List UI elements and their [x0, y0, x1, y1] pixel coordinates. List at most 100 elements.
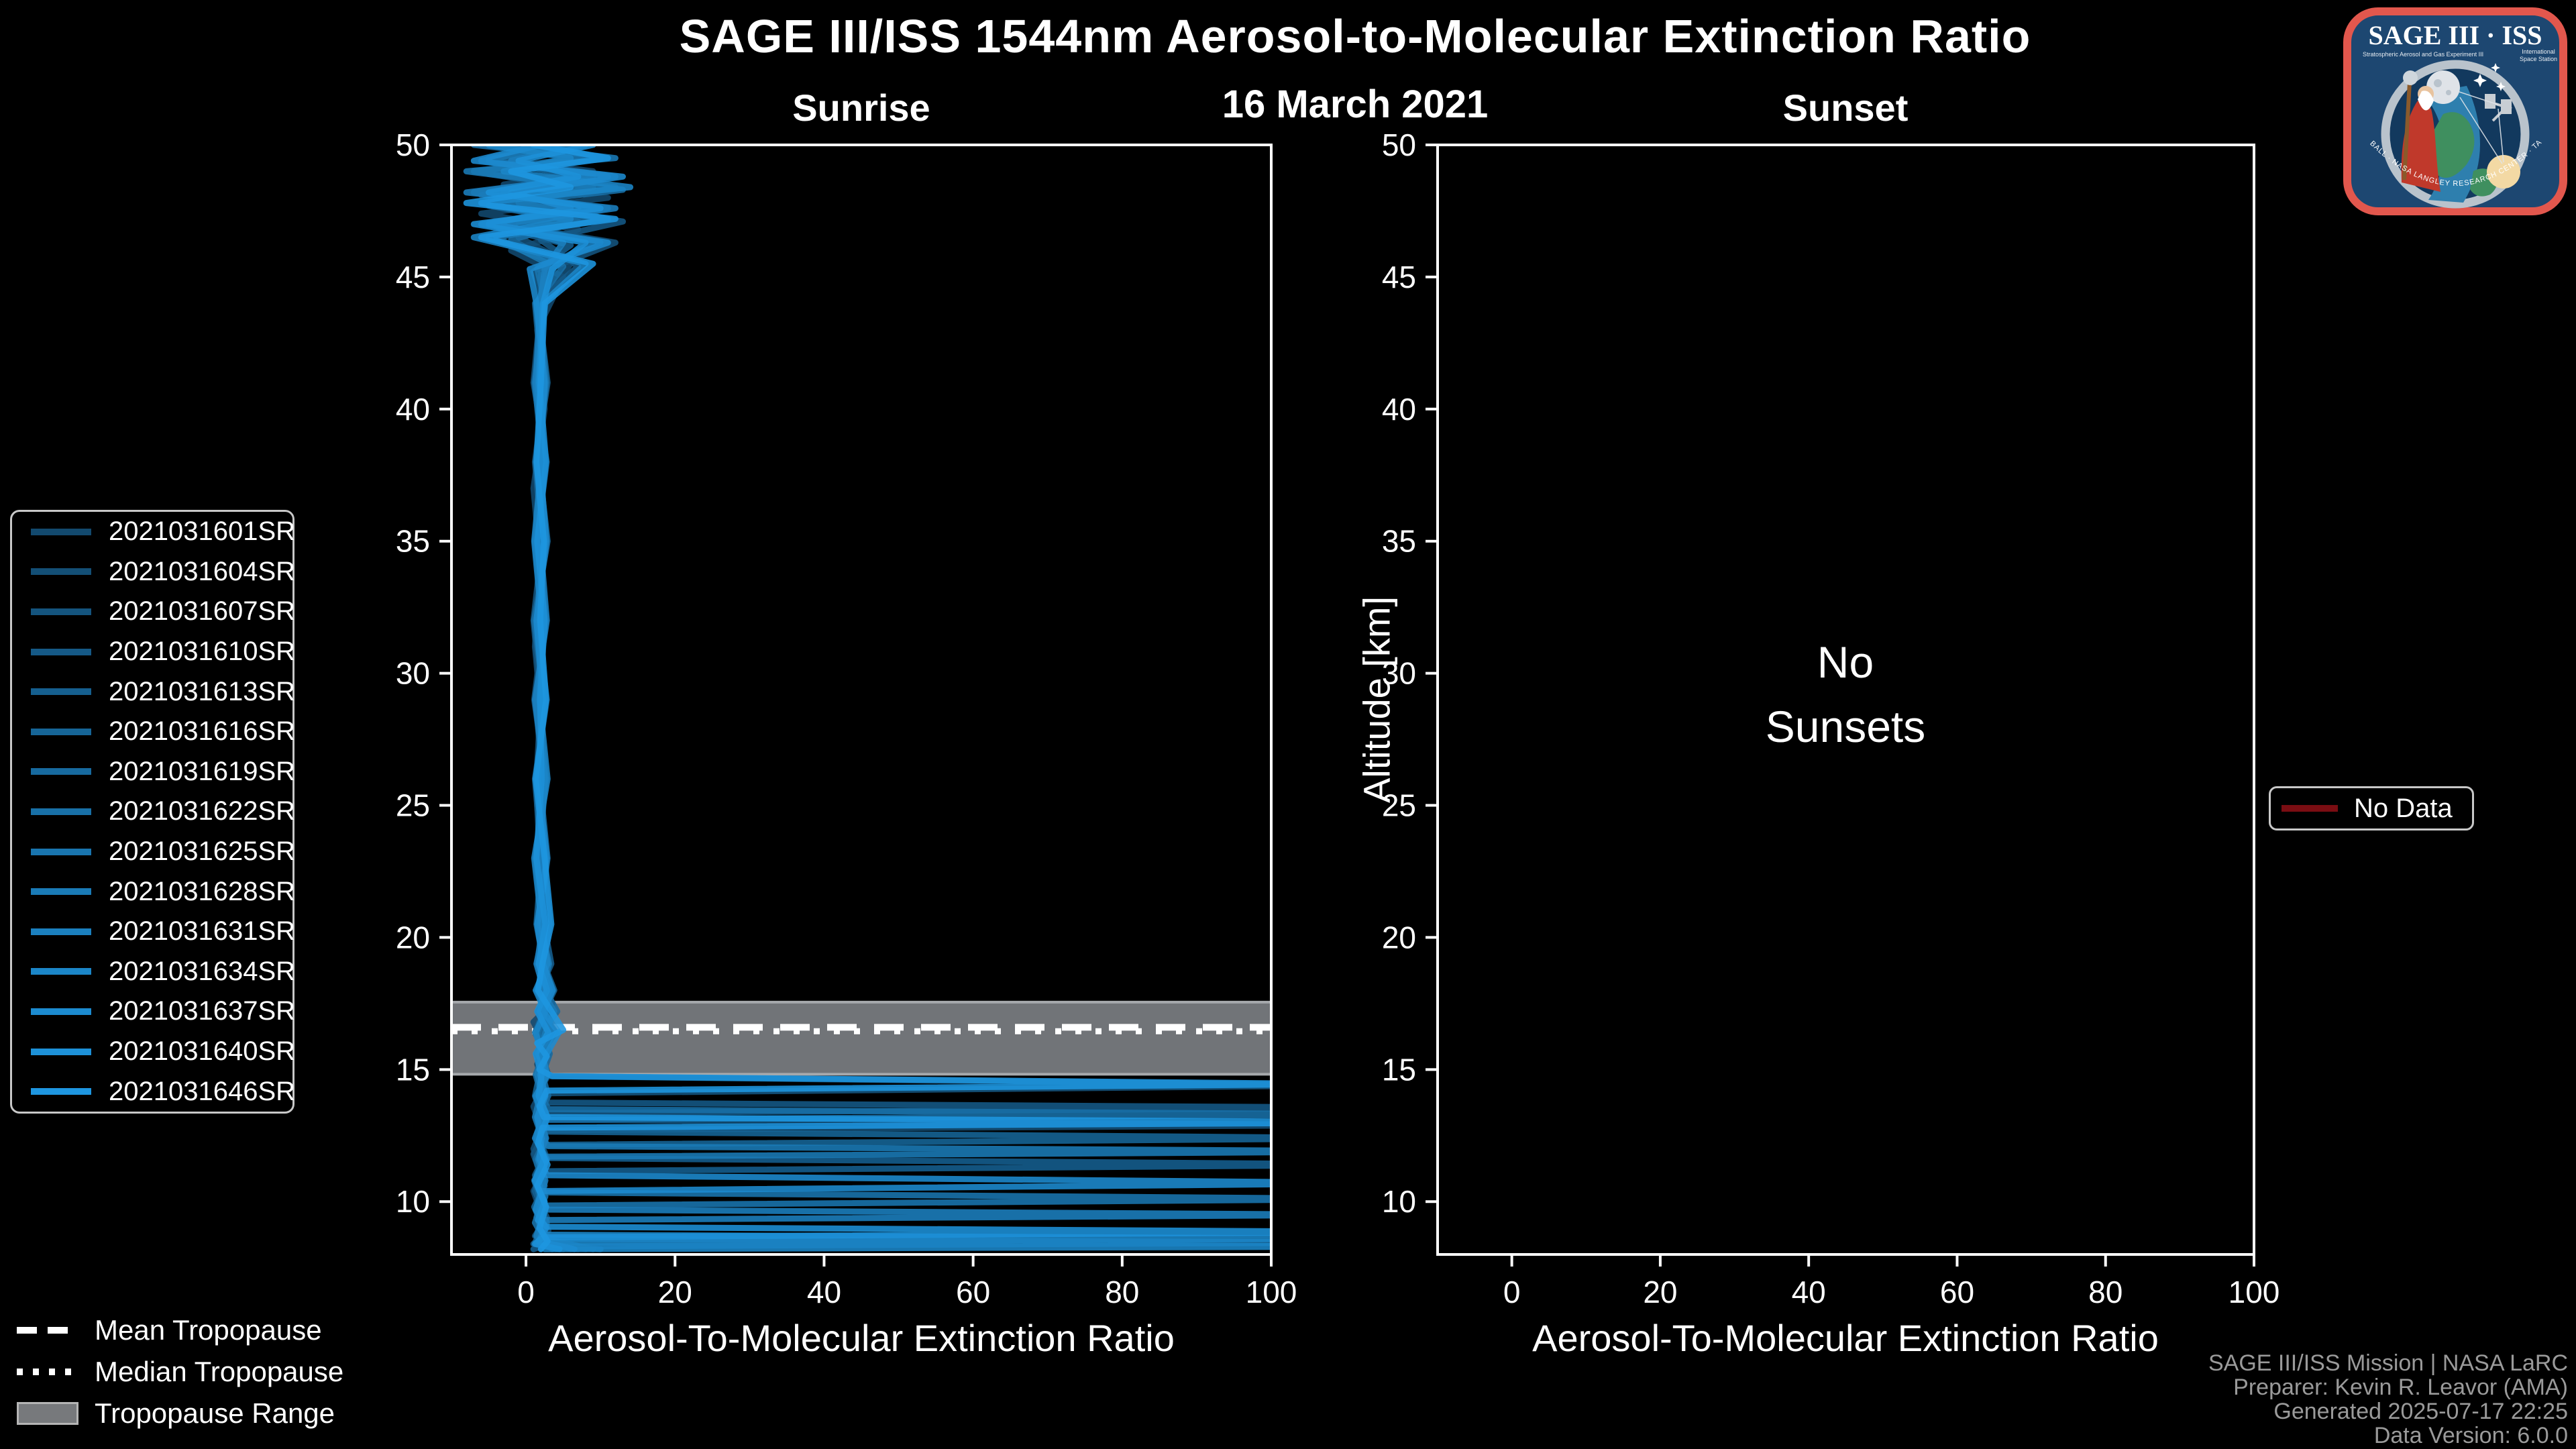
no-data-label: No Data — [2354, 793, 2453, 823]
mean-tropopause-label: Mean Tropopause — [95, 1314, 322, 1346]
y-tick-label: 35 — [396, 524, 430, 559]
sunset-spines — [1436, 144, 2255, 1256]
moon-icon — [2426, 70, 2460, 104]
tropopause-range-label: Tropopause Range — [95, 1397, 335, 1429]
legend-row-2021031625SR: 2021031625SR — [12, 833, 295, 871]
no-sunsets-line2: Sunsets — [1765, 702, 1926, 751]
legend-swatch — [31, 928, 91, 935]
tropopause-range-swatch — [17, 1402, 78, 1425]
no-data-legend: No Data — [2269, 786, 2474, 830]
y-tick-label: 30 — [396, 656, 430, 691]
median-tropopause-label: Median Tropopause — [95, 1356, 344, 1387]
legend-swatch — [31, 1008, 91, 1015]
legend-label: 2021031613SR — [109, 676, 296, 706]
legend-row-2021031622SR: 2021031622SR — [12, 793, 296, 830]
earth-continent — [2427, 112, 2475, 178]
y-tick-label: 45 — [1382, 260, 1416, 294]
legend-label: 2021031631SR — [109, 916, 296, 947]
y-tick-label: 50 — [1382, 127, 1416, 162]
no-sunsets-line1: No — [1817, 637, 1874, 687]
credits-data-version: Data Version: 6.0.0 — [2373, 1423, 2568, 1448]
y-tick-label: 40 — [396, 392, 430, 427]
credits-mission: SAGE III/ISS Mission | NASA LaRC — [2208, 1350, 2568, 1376]
legend-swatch — [31, 648, 91, 655]
sunrise-xaxis-label: Aerosol-To-Molecular Extinction Ratio — [548, 1317, 1175, 1359]
median-tropopause-swatch-icon — [17, 1368, 78, 1375]
patch-tagline-right-2: Space Station — [2520, 56, 2557, 62]
legend-swatch — [31, 848, 91, 855]
sunset-panel-title: Sunset — [1782, 87, 1909, 129]
legend-label: 2021031634SR — [109, 956, 296, 986]
legend-swatch — [31, 1088, 91, 1095]
sunrise-curves — [463, 145, 1271, 1252]
legend-row-2021031601SR: 2021031601SR — [12, 513, 296, 551]
legend-row-2021031607SR: 2021031607SR — [12, 593, 296, 631]
y-tick-label: 15 — [396, 1052, 430, 1087]
stars-icon — [2473, 63, 2506, 91]
legend-swatch — [31, 528, 91, 535]
sage-iss-mission-patch: SAGE III · ISS Stratospheric Aerosol and… — [2343, 7, 2567, 215]
legend-row-2021031610SR: 2021031610SR — [12, 633, 296, 671]
sunrise-spines — [450, 144, 1273, 1256]
no-data-line-swatch — [2282, 805, 2338, 812]
legend-swatch — [31, 768, 91, 775]
patch-tagline-right-1: International — [2522, 48, 2555, 55]
legend-row-2021031634SR: 2021031634SR — [12, 953, 296, 990]
legend-swatch — [31, 1048, 91, 1055]
x-tick-label: 20 — [658, 1275, 692, 1309]
y-tick-label: 20 — [396, 920, 430, 955]
legend-label: 2021031610SR — [109, 637, 296, 667]
tropopause-range-band — [451, 1002, 1271, 1075]
tropopause-legend: Mean Tropopause Median Tropopause Tropop… — [17, 1309, 343, 1434]
sunrise-panel-title: Sunrise — [792, 87, 930, 129]
y-tick-label: 40 — [1382, 392, 1416, 427]
legend-row-2021031604SR: 2021031604SR — [12, 553, 296, 590]
patch-tagline-left: Stratospheric Aerosol and Gas Experiment… — [2363, 51, 2483, 58]
mean-tropopause-legend-row: Mean Tropopause — [17, 1309, 343, 1351]
y-tick-label: 30 — [1382, 656, 1416, 691]
sunset-yaxis-label: Altitude [km] — [1355, 596, 1398, 804]
legend-swatch — [31, 968, 91, 975]
x-tick-label: 80 — [1105, 1275, 1139, 1309]
legend-label: 2021031616SR — [109, 716, 296, 747]
legend-row-2021031616SR: 2021031616SR — [12, 713, 296, 751]
legend-swatch — [31, 568, 91, 576]
credits-preparer: Preparer: Kevin R. Leavor (AMA) — [2233, 1375, 2568, 1400]
legend-swatch — [31, 688, 91, 696]
legend-label: 2021031628SR — [109, 876, 296, 906]
legend-swatch — [31, 608, 91, 615]
moon-crater — [2446, 90, 2451, 95]
tropopause-range-legend-row: Tropopause Range — [17, 1393, 343, 1434]
x-tick-label: 0 — [1503, 1275, 1521, 1309]
sunset-xaxis-label: Aerosol-To-Molecular Extinction Ratio — [1532, 1317, 2159, 1359]
y-tick-label: 35 — [1382, 524, 1416, 559]
figure-date: 16 March 2021 — [1222, 83, 1489, 126]
legend-row-2021031628SR: 2021031628SR — [12, 873, 296, 910]
sunrise-plot: 0 20 40 60 80 100 10 15 20 25 30 35 40 45 50 — [396, 127, 1297, 1309]
credits: SAGE III/ISS Mission | NASA LaRC Prepare… — [2208, 1351, 2568, 1448]
legend-row-2021031646SR: 2021031646SR — [12, 1073, 296, 1110]
legend-label: 2021031604SR — [109, 556, 296, 586]
y-tick-label: 20 — [1382, 920, 1416, 955]
sunset-plot: 0 20 40 60 80 100 10 15 20 25 30 35 40 45 50 — [1382, 127, 2280, 1309]
series-line-2021031646SR — [463, 145, 1271, 1252]
legend-label: 2021031619SR — [109, 756, 296, 786]
legend-label: 2021031637SR — [109, 996, 296, 1026]
y-tick-label: 10 — [396, 1184, 430, 1219]
legend-label: 2021031622SR — [109, 796, 296, 826]
moon-crater — [2434, 79, 2442, 87]
median-tropopause-legend-row: Median Tropopause — [17, 1351, 343, 1393]
legend-label: 2021031601SR — [109, 517, 296, 547]
series-line-2021031640SR — [470, 145, 1271, 1252]
y-tick-label: 25 — [396, 788, 430, 823]
legend-label: 2021031646SR — [109, 1076, 296, 1106]
y-tick-label: 50 — [396, 127, 430, 162]
legend-swatch — [31, 808, 91, 815]
legend-row-2021031613SR: 2021031613SR — [12, 673, 296, 710]
legend-swatch — [31, 728, 91, 735]
legend-label: 2021031640SR — [109, 1036, 296, 1067]
legend-label: 2021031607SR — [109, 596, 296, 627]
credits-generated: Generated 2025-07-17 22:25 — [2273, 1399, 2568, 1424]
patch-title: SAGE III · ISS — [2368, 20, 2542, 50]
